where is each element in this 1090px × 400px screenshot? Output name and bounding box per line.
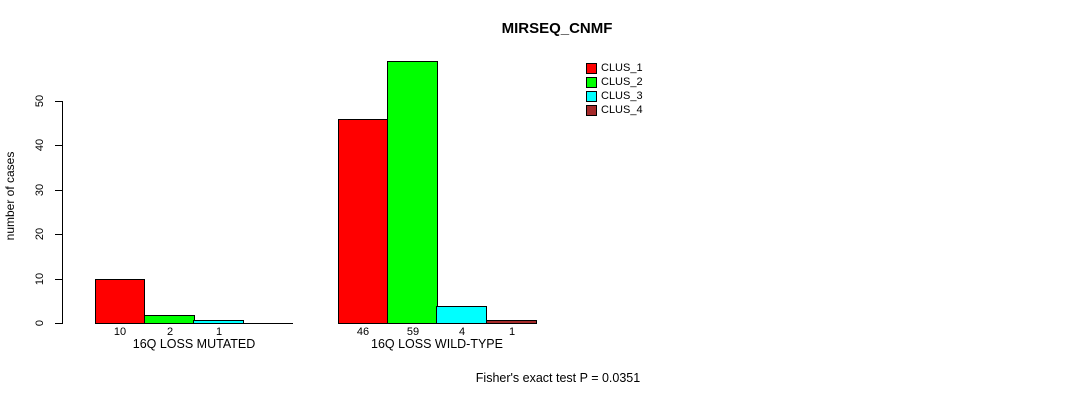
legend-swatch-CLUS_2 — [586, 76, 597, 88]
legend-item-CLUS_4: CLUS_4 — [586, 103, 643, 117]
y-axis-tick-label: 30 — [34, 183, 46, 197]
y-axis-tick — [55, 234, 62, 235]
bar-value-label: 46 — [356, 326, 370, 338]
bar-value-label: 4 — [458, 326, 466, 338]
y-axis-tick-label: 50 — [34, 94, 46, 108]
bar-CLUS_2-group2 — [387, 61, 438, 324]
bar-value-label: 10 — [113, 326, 127, 338]
y-axis-tick-label: 20 — [34, 227, 46, 241]
y-axis-tick — [55, 190, 62, 191]
y-axis-tick-label: 10 — [34, 272, 46, 286]
bar-value-label: 2 — [166, 326, 174, 338]
fisher-test-annotation: Fisher's exact test P = 0.0351 — [475, 371, 641, 385]
legend-swatch-CLUS_3 — [586, 90, 597, 102]
y-axis-tick — [55, 101, 62, 102]
legend-label: CLUS_2 — [601, 76, 643, 88]
bar-CLUS_2-group1 — [144, 315, 195, 324]
chart-title: MIRSEQ_CNMF — [501, 20, 613, 37]
y-axis-tick-label: 40 — [34, 138, 46, 152]
y-axis-tick — [55, 145, 62, 146]
y-axis-tick — [55, 323, 62, 324]
group-label: 16Q LOSS MUTATED — [132, 337, 256, 351]
legend-label: CLUS_4 — [601, 104, 643, 116]
bar-CLUS_3-group2 — [436, 306, 487, 324]
y-axis-label: number of cases — [3, 151, 17, 241]
y-axis-line — [62, 101, 63, 324]
legend-item-CLUS_3: CLUS_3 — [586, 89, 643, 103]
bar-value-label: 1 — [508, 326, 516, 338]
legend-swatch-CLUS_1 — [586, 62, 597, 74]
bar-value-label: 1 — [215, 326, 223, 338]
legend-label: CLUS_1 — [601, 62, 643, 74]
bar-CLUS_4-group2 — [486, 320, 537, 324]
bar-CLUS_3-group1 — [193, 320, 244, 324]
y-axis-tick — [55, 279, 62, 280]
bar-CLUS_1-group1 — [95, 279, 145, 324]
legend-label: CLUS_3 — [601, 90, 643, 102]
group-label: 16Q LOSS WILD-TYPE — [371, 337, 503, 351]
legend-swatch-CLUS_4 — [586, 104, 597, 116]
bar-value-label: 59 — [406, 326, 420, 338]
bar-CLUS_1-group2 — [338, 119, 388, 324]
legend-item-CLUS_1: CLUS_1 — [586, 61, 643, 75]
legend-item-CLUS_2: CLUS_2 — [586, 75, 643, 89]
y-axis-tick-label: 0 — [34, 319, 46, 327]
legend: CLUS_1 CLUS_2 CLUS_3 CLUS_4 — [586, 61, 643, 117]
